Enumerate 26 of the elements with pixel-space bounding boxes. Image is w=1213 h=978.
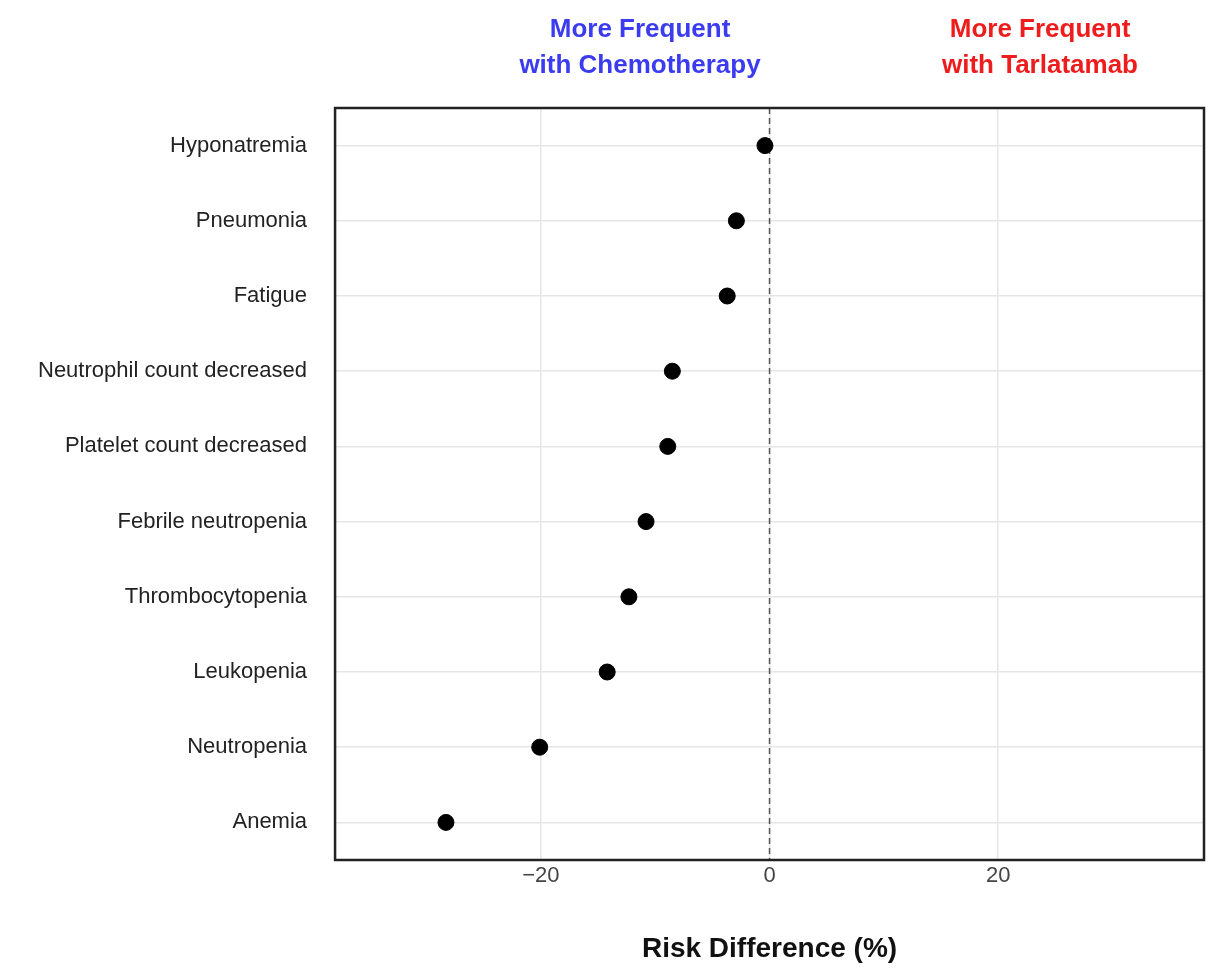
point — [663, 362, 681, 380]
y-tick-label: Hyponatremia — [170, 131, 308, 157]
y-tick-label: Pneumonia — [195, 206, 308, 232]
x-tick-label: 20 — [985, 862, 1011, 888]
x-tick-label: 0 — [763, 862, 776, 888]
y-tick-label: Thrombocytopenia — [124, 582, 308, 608]
y-tick-label: Neutrophil count decreased — [38, 357, 308, 383]
point — [437, 813, 455, 831]
y-tick-label: Anemia — [232, 808, 308, 834]
point — [531, 738, 549, 756]
point — [756, 137, 774, 155]
point — [620, 588, 638, 606]
point — [637, 513, 655, 531]
point — [727, 212, 745, 230]
point — [718, 287, 736, 305]
text: More Frequent with Chemotherapy — [518, 13, 762, 80]
text: More Frequent with Tarlatamab — [940, 13, 1139, 80]
y-tick-label: Platelet count decreased — [64, 432, 308, 458]
y-tick-label: Leukopenia — [193, 658, 308, 684]
point — [659, 437, 677, 455]
y-tick-label: Febrile neutropenia — [117, 507, 308, 533]
y-tick-label: Fatigue — [233, 282, 308, 308]
y-tick-label: Neutropenia — [187, 733, 308, 759]
x-axis-title: Risk Difference (%) — [641, 931, 898, 963]
point — [598, 663, 616, 681]
x-tick-label: −20 — [522, 862, 560, 888]
